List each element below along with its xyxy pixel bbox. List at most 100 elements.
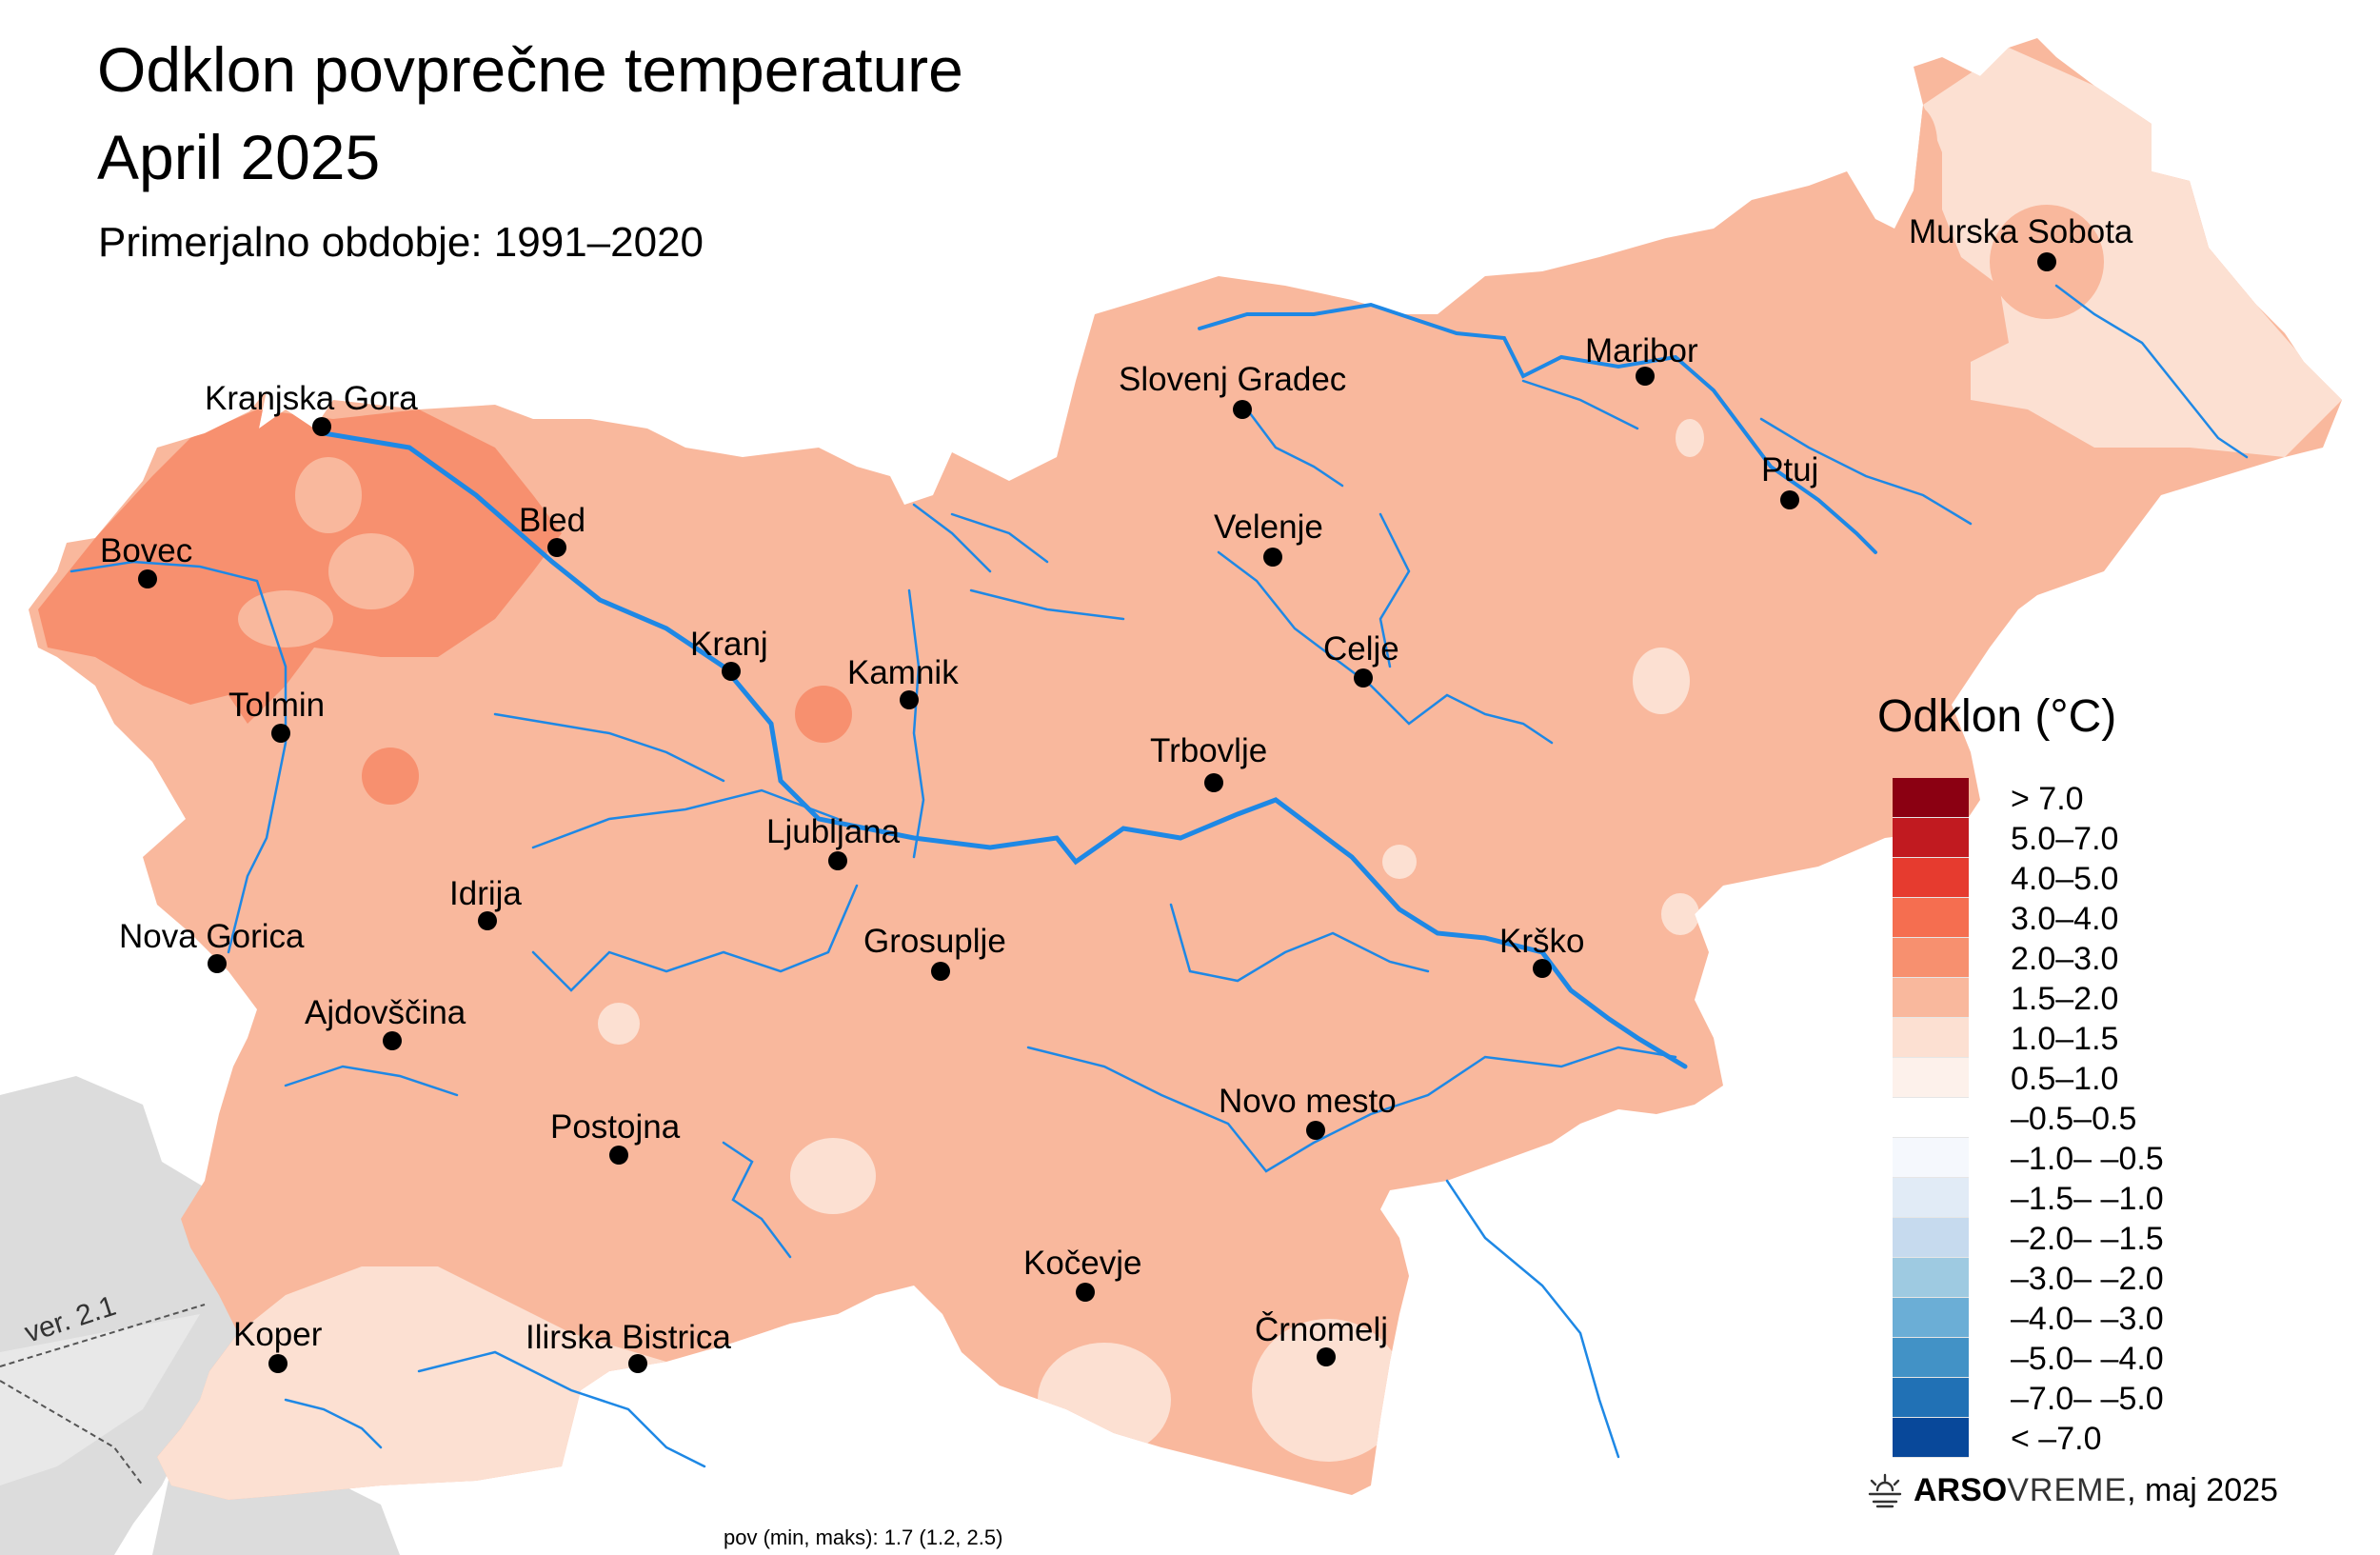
city-marker: Idrija <box>449 875 522 930</box>
legend-swatch <box>1893 1378 1969 1418</box>
city-marker: Koper <box>233 1316 323 1373</box>
legend-label: –4.0– –3.0 <box>2011 1301 2164 1337</box>
legend-color-bar <box>1893 778 1969 1458</box>
city-dot <box>1233 400 1252 419</box>
city-marker: Ptuj <box>1761 451 1818 509</box>
credit-product: VREME <box>2007 1471 2128 1508</box>
city-dot <box>1076 1283 1095 1302</box>
city-label: Krško <box>1499 923 1584 960</box>
city-label: Kočevje <box>1023 1245 1142 1282</box>
legend-swatch <box>1893 1178 1969 1218</box>
legend-label: 1.5–2.0 <box>2011 981 2119 1017</box>
legend-swatch <box>1893 1258 1969 1298</box>
city-marker: Murska Sobota <box>1909 213 2133 271</box>
city-dot <box>1263 548 1282 567</box>
legend-swatch <box>1893 1018 1969 1058</box>
legend-label: 4.0–5.0 <box>2011 861 2119 897</box>
city-marker: Kamnik <box>847 654 959 709</box>
slovenia-territory <box>29 38 2342 1500</box>
city-dot <box>1533 959 1552 978</box>
city-label: Bovec <box>100 532 192 569</box>
credit-brand: ARSO <box>1914 1471 2008 1508</box>
city-dot <box>900 690 919 709</box>
legend-label: –7.0– –5.0 <box>2011 1381 2164 1417</box>
city-marker: Ljubljana <box>766 813 901 870</box>
city-dot <box>312 417 331 436</box>
city-dot <box>1204 773 1223 792</box>
city-marker: Ilirska Bistrica <box>526 1319 731 1373</box>
city-marker: Bled <box>519 502 585 557</box>
map-title: Odklon povprečne temperature <box>97 34 963 105</box>
city-dot <box>931 962 950 981</box>
legend-swatch <box>1893 778 1969 818</box>
city-label: Bled <box>519 502 585 539</box>
legend-title: Odklon (°C) <box>1877 691 2117 742</box>
city-dot <box>1636 367 1655 386</box>
city-dot <box>1317 1347 1336 1366</box>
legend-label: 2.0–3.0 <box>2011 941 2119 977</box>
city-label: Nova Gorica <box>119 918 305 955</box>
statistics-note: pov (min, maks): 1.7 (1.2, 2.5) <box>724 1525 1003 1549</box>
legend-label: < –7.0 <box>2011 1421 2102 1457</box>
legend-label: –2.0– –1.5 <box>2011 1221 2164 1257</box>
legend-labels: > 7.0 5.0–7.0 4.0–5.0 3.0–4.0 2.0–3.0 1.5–2.0… <box>2011 778 2164 1458</box>
city-label: Celje <box>1323 630 1399 668</box>
city-label: Maribor <box>1585 332 1698 369</box>
city-label: Slovenj Gradec <box>1119 361 1346 398</box>
city-marker: Ajdovščina <box>305 994 466 1050</box>
reference-period: Primerjalno obdobje: 1991–2020 <box>98 219 704 266</box>
legend-swatch <box>1893 1058 1969 1098</box>
city-dot <box>138 569 157 588</box>
legend-swatch <box>1893 1418 1969 1458</box>
city-marker: Velenje <box>1214 508 1323 567</box>
city-label: Črnomelj <box>1255 1311 1388 1348</box>
city-dot <box>383 1031 402 1050</box>
legend-label: –0.5–0.5 <box>2011 1101 2137 1137</box>
city-label: Murska Sobota <box>1909 213 2133 250</box>
city-marker: Tolmin <box>228 687 325 743</box>
city-label: Postojna <box>550 1108 681 1146</box>
city-marker: Nova Gorica <box>119 918 305 973</box>
city-dot <box>268 1354 288 1373</box>
city-marker: Krško <box>1499 923 1584 978</box>
city-dot <box>722 662 741 681</box>
legend-label: 3.0–4.0 <box>2011 901 2119 937</box>
legend-label: 5.0–7.0 <box>2011 821 2119 857</box>
city-marker: Grosuplje <box>863 923 1006 981</box>
legend-swatch <box>1893 818 1969 858</box>
legend-swatch <box>1893 978 1969 1018</box>
city-dot <box>609 1146 628 1165</box>
legend-label: –1.5– –1.0 <box>2011 1181 2164 1217</box>
city-dot <box>547 538 566 557</box>
city-marker: Bovec <box>100 532 192 588</box>
city-label: Idrija <box>449 875 522 912</box>
arso-sun-icon <box>1868 1473 1902 1508</box>
city-label: Ilirska Bistrica <box>526 1319 731 1356</box>
legend-label: 1.0–1.5 <box>2011 1021 2119 1057</box>
city-dot <box>478 911 497 930</box>
city-dot <box>271 724 290 743</box>
city-label: Ajdovščina <box>305 994 466 1031</box>
city-label: Kranjska Gora <box>205 380 418 417</box>
city-dot <box>208 954 227 973</box>
city-label: Novo mesto <box>1219 1083 1397 1120</box>
legend-swatch <box>1893 1338 1969 1378</box>
city-label: Ptuj <box>1761 451 1818 488</box>
legend-label: 0.5–1.0 <box>2011 1061 2119 1097</box>
legend-swatch <box>1893 938 1969 978</box>
credit: ARSOVREME, maj 2025 <box>1866 1471 2278 1509</box>
city-dot <box>2037 252 2056 271</box>
legend-label: –5.0– –4.0 <box>2011 1341 2164 1377</box>
legend-label: –3.0– –2.0 <box>2011 1261 2164 1297</box>
city-marker: Celje <box>1323 630 1399 688</box>
city-marker: Kranj <box>690 626 768 681</box>
city-dot <box>1354 668 1373 688</box>
city-marker: Postojna <box>550 1108 681 1165</box>
legend-swatch <box>1893 1298 1969 1338</box>
city-marker: Slovenj Gradec <box>1119 361 1346 419</box>
legend-swatch <box>1893 1098 1969 1138</box>
city-marker: Kranjska Gora <box>205 380 418 436</box>
city-dot <box>1306 1121 1325 1140</box>
city-label: Trbovlje <box>1150 732 1267 769</box>
